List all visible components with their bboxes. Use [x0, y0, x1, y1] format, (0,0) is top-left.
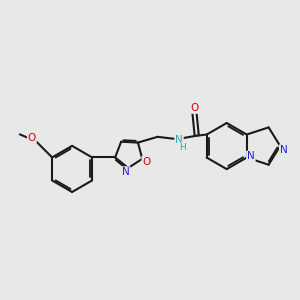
Text: N: N	[247, 152, 255, 161]
Text: H: H	[179, 143, 186, 152]
Text: O: O	[28, 133, 36, 143]
Text: N: N	[175, 135, 183, 145]
Text: O: O	[190, 103, 199, 113]
Text: N: N	[280, 145, 287, 155]
Text: N: N	[122, 167, 130, 177]
Text: O: O	[142, 157, 151, 166]
